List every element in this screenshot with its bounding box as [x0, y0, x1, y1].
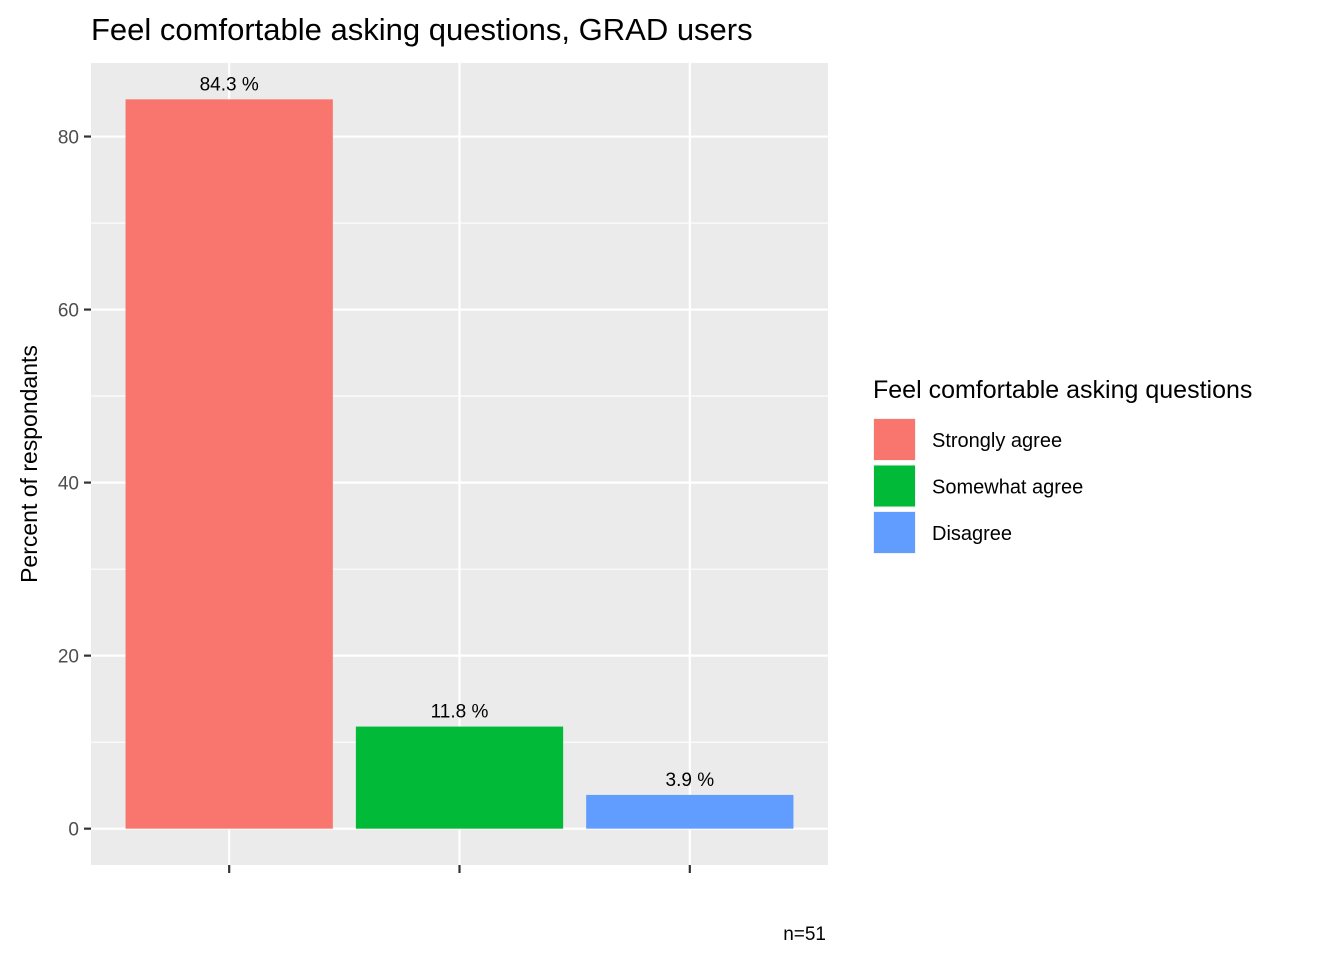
legend: Feel comfortable asking questions Strong…: [873, 376, 1252, 554]
legend-label: Disagree: [932, 523, 1012, 545]
y-axis-title: Percent of respondants: [16, 345, 42, 583]
bar-value-label: 84.3 %: [200, 74, 259, 95]
bar-value-labels: 84.3 % 11.8 % 3.9 %: [200, 74, 715, 791]
legend-title: Feel comfortable asking questions: [873, 376, 1252, 404]
legend-label: Somewhat agree: [932, 477, 1083, 499]
legend-label: Strongly agree: [932, 430, 1062, 452]
chart-title: Feel comfortable asking questions, GRAD …: [91, 12, 753, 47]
bars: [125, 99, 794, 829]
y-tick-label: 40: [58, 474, 79, 495]
axes: 0 20 40 60 80: [58, 128, 691, 873]
y-tick-label: 80: [58, 128, 79, 149]
legend-swatch: [874, 419, 915, 460]
y-tick-label: 20: [58, 647, 79, 668]
legend-swatch: [874, 512, 915, 553]
bar: [586, 794, 794, 829]
bar-value-label: 11.8 %: [431, 702, 489, 723]
legend-swatch: [874, 465, 915, 507]
bar: [125, 99, 333, 829]
y-tick-label: 0: [68, 820, 79, 841]
bar: [355, 726, 564, 829]
caption-n: n=51: [783, 924, 826, 945]
bar-value-label: 3.9 %: [666, 770, 715, 791]
plot-panel: 84.3 % 11.8 % 3.9 %: [91, 63, 828, 865]
legend-items: Strongly agree Somewhat agree Disagree: [873, 418, 1083, 554]
y-tick-label: 60: [58, 301, 79, 322]
